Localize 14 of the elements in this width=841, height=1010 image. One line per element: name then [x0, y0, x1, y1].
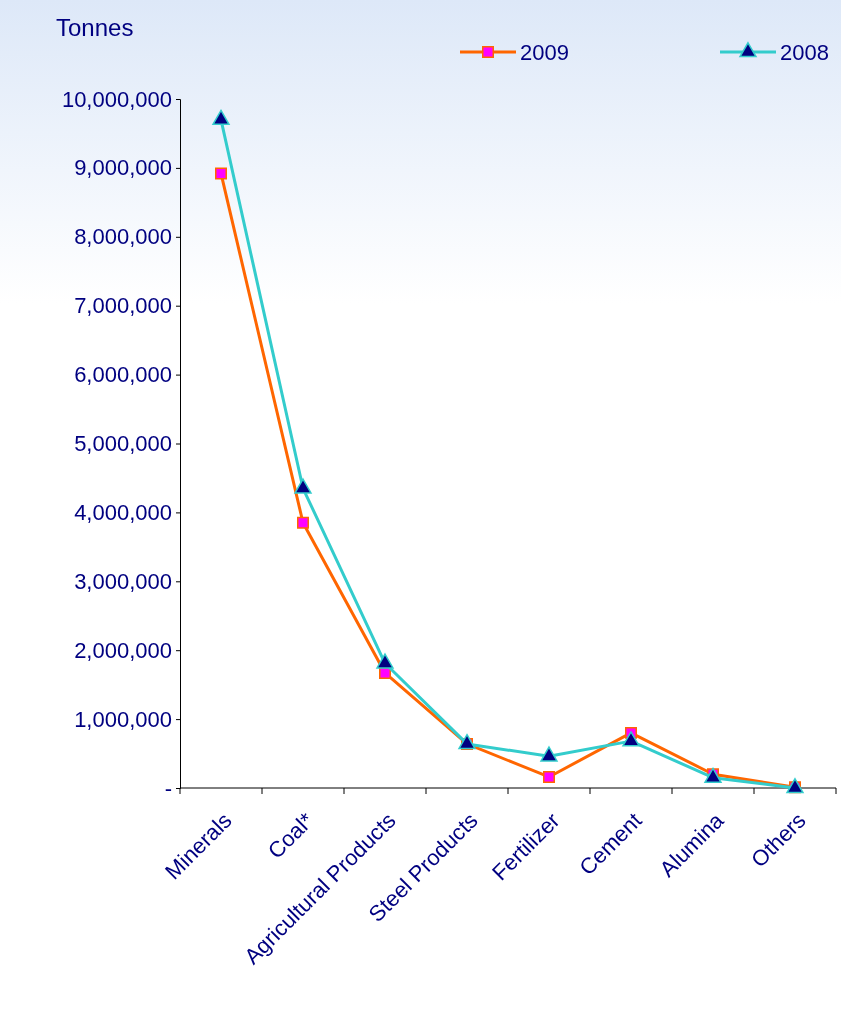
y-tick-label: 2,000,000: [74, 637, 172, 663]
y-tick-label: 8,000,000: [74, 224, 172, 250]
y-tick-label: 10,000,000: [61, 86, 172, 112]
y-axis-title: Tonnes: [56, 14, 134, 41]
y-tick-label: 5,000,000: [74, 431, 172, 457]
y-tick-label: 3,000,000: [74, 568, 172, 594]
legend-label: 2008: [780, 40, 829, 65]
y-tick-label: 9,000,000: [74, 155, 172, 181]
y-tick-label: -: [164, 775, 172, 801]
legend-label: 2009: [520, 40, 569, 65]
y-tick-label: 1,000,000: [74, 706, 172, 732]
y-tick-label: 7,000,000: [74, 293, 172, 319]
y-tick-label: 6,000,000: [74, 362, 172, 388]
y-tick-label: 4,000,000: [74, 499, 172, 525]
